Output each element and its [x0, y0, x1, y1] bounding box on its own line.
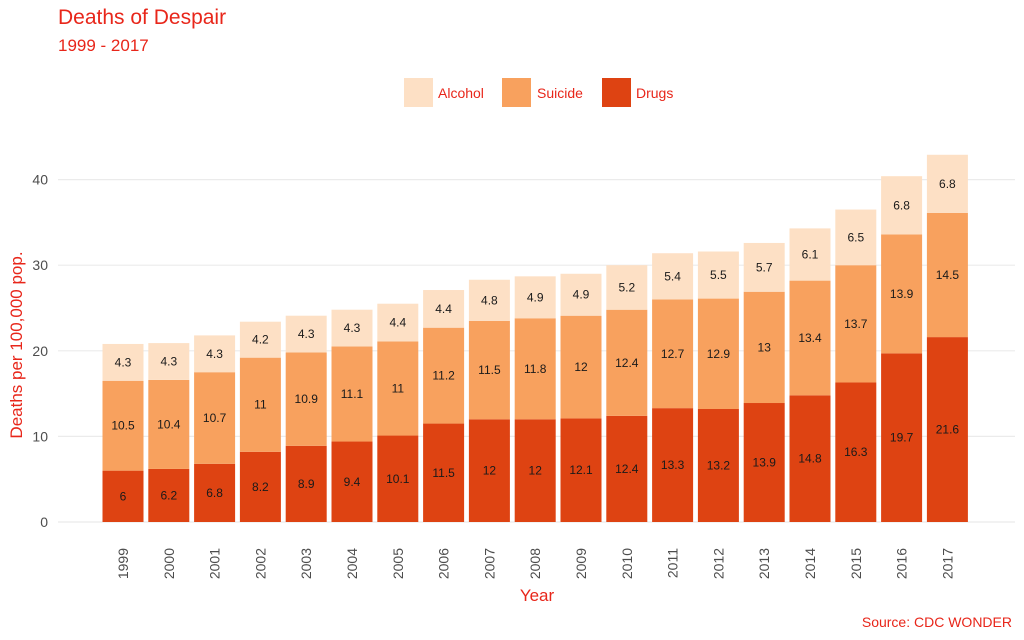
bar-value-label: 13.9 [890, 287, 914, 301]
bar-value-label: 12.9 [707, 347, 731, 361]
bar-value-label: 4.3 [206, 347, 223, 361]
bar-value-label: 12.7 [661, 347, 685, 361]
bar-value-label: 4.4 [389, 316, 406, 330]
bar-value-label: 6.1 [802, 248, 819, 262]
x-axis-title: Year [520, 586, 555, 605]
bar-value-label: 5.5 [710, 268, 727, 282]
legend-swatch-suicide [502, 78, 531, 107]
bar-value-label: 12.4 [615, 462, 639, 476]
bar-value-label: 10.4 [157, 417, 181, 431]
legend: Alcohol Suicide Drugs [404, 78, 673, 107]
bar-value-label: 10.5 [111, 419, 135, 433]
bar-value-label: 6.8 [893, 198, 910, 212]
y-tick-label: 20 [32, 343, 48, 359]
x-axis: 1999 2000 2001 2002 2003 2004 2005 2006 2007 2008… [115, 548, 955, 579]
bar-value-label: 5.4 [664, 269, 681, 283]
bar-value-label: 19.7 [890, 431, 914, 445]
bar-value-label: 4.9 [573, 288, 590, 302]
x-tick-label: 2000 [161, 548, 177, 579]
bar-value-label: 6 [120, 489, 127, 503]
legend-label-alcohol: Alcohol [438, 85, 484, 101]
bar-value-label: 13.4 [798, 331, 822, 345]
bar-value-label: 11 [254, 398, 267, 412]
bar-value-label: 11.2 [432, 369, 455, 383]
bar-value-label: 4.3 [160, 355, 177, 369]
bar-value-label: 13.7 [844, 317, 868, 331]
source-caption: Source: CDC WONDER [862, 614, 1012, 630]
bar-value-label: 11.1 [341, 387, 364, 401]
x-tick-label: 1999 [115, 548, 131, 579]
bar-value-label: 12.4 [615, 356, 639, 370]
bar-value-label: 12 [483, 464, 497, 478]
bar-value-label: 5.7 [756, 260, 773, 274]
y-axis: 0 10 20 30 40 [32, 172, 48, 530]
y-tick-label: 40 [32, 172, 48, 188]
x-tick-label: 2013 [756, 548, 772, 579]
x-tick-label: 2010 [619, 548, 635, 579]
bar-value-label: 10.9 [295, 392, 319, 406]
bar-value-label: 14.8 [798, 452, 822, 466]
bar-value-label: 13.2 [707, 459, 731, 473]
bar-value-label: 13.3 [661, 458, 685, 472]
legend-label-drugs: Drugs [636, 85, 673, 101]
bar-value-label: 4.2 [252, 333, 269, 347]
legend-swatch-alcohol [404, 78, 433, 107]
x-tick-label: 2017 [939, 548, 955, 579]
bar-value-label: 12 [574, 360, 588, 374]
bar-value-label: 12 [529, 464, 543, 478]
bar-value-label: 9.4 [344, 475, 361, 489]
bar-value-label: 8.9 [298, 477, 315, 491]
legend-label-suicide: Suicide [537, 85, 583, 101]
bar-value-label: 6.2 [160, 488, 177, 502]
bar-value-label: 12.1 [569, 463, 593, 477]
bar-value-label: 4.3 [298, 327, 315, 341]
x-tick-label: 2001 [207, 548, 223, 579]
bar-value-label: 5.2 [618, 280, 635, 294]
legend-swatch-drugs [602, 78, 631, 107]
bar-value-label: 10.1 [386, 472, 410, 486]
bar-value-label: 4.4 [435, 302, 452, 316]
bar-value-label: 10.7 [203, 411, 227, 425]
x-tick-label: 2005 [390, 548, 406, 579]
bar-value-label: 11.8 [524, 362, 547, 376]
x-tick-label: 2012 [710, 548, 726, 579]
x-tick-label: 2008 [527, 548, 543, 579]
bar-value-label: 11 [392, 381, 405, 395]
bar-value-label: 8.2 [252, 480, 269, 494]
bar-value-label: 13 [758, 340, 772, 354]
bar-value-label: 11.5 [432, 466, 455, 480]
x-tick-label: 2004 [344, 548, 360, 579]
bar-value-label: 6.5 [847, 230, 864, 244]
x-tick-label: 2003 [298, 548, 314, 579]
bar-value-label: 6.8 [206, 486, 223, 500]
y-tick-label: 10 [32, 428, 48, 444]
bar-value-label: 6.8 [939, 177, 956, 191]
x-tick-label: 2007 [481, 548, 497, 579]
x-tick-label: 2011 [665, 548, 681, 578]
y-tick-label: 30 [32, 257, 48, 273]
x-tick-label: 2002 [252, 548, 268, 579]
x-tick-label: 2014 [802, 548, 818, 579]
bar-value-label: 14.5 [936, 268, 960, 282]
bar-value-label: 4.3 [115, 355, 132, 369]
bar-value-label: 4.9 [527, 290, 544, 304]
bar-value-label: 21.6 [936, 423, 960, 437]
bar-value-label: 13.9 [753, 456, 777, 470]
bar-value-label: 4.3 [344, 321, 361, 335]
y-axis-title: Deaths per 100,000 pop. [7, 251, 26, 438]
bar-value-label: 4.8 [481, 293, 498, 307]
y-tick-label: 0 [40, 514, 48, 530]
x-tick-label: 2016 [894, 548, 910, 579]
bar-value-label: 16.3 [844, 445, 868, 459]
x-tick-label: 2006 [436, 548, 452, 579]
x-tick-label: 2015 [848, 548, 864, 579]
x-tick-label: 2009 [573, 548, 589, 579]
bar-value-label: 11.5 [478, 363, 501, 377]
